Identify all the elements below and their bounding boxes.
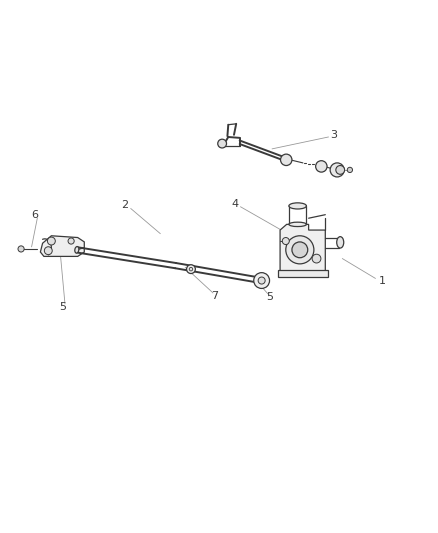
Text: 5: 5 <box>59 302 66 312</box>
Ellipse shape <box>74 247 79 253</box>
Circle shape <box>18 246 24 252</box>
Ellipse shape <box>336 237 343 248</box>
Circle shape <box>189 268 192 271</box>
Circle shape <box>253 273 269 288</box>
Circle shape <box>44 247 52 255</box>
Text: 4: 4 <box>231 199 238 209</box>
Circle shape <box>311 254 320 263</box>
Circle shape <box>291 242 307 258</box>
Circle shape <box>315 161 326 172</box>
Circle shape <box>217 139 226 148</box>
FancyBboxPatch shape <box>277 270 327 277</box>
Circle shape <box>47 237 55 245</box>
Ellipse shape <box>288 222 306 227</box>
Circle shape <box>285 236 313 264</box>
Circle shape <box>258 277 265 284</box>
Circle shape <box>68 238 74 244</box>
Circle shape <box>186 265 195 273</box>
Circle shape <box>282 238 289 245</box>
Ellipse shape <box>288 203 306 209</box>
Circle shape <box>280 154 291 166</box>
Text: 3: 3 <box>329 130 336 140</box>
Circle shape <box>346 167 352 173</box>
Text: 1: 1 <box>378 276 385 286</box>
Circle shape <box>335 166 344 174</box>
Circle shape <box>329 163 343 177</box>
Text: 5: 5 <box>266 292 273 302</box>
Text: 6: 6 <box>32 209 39 220</box>
Text: 2: 2 <box>121 200 128 210</box>
Text: 7: 7 <box>211 292 218 301</box>
Polygon shape <box>279 224 325 271</box>
Polygon shape <box>40 236 84 256</box>
